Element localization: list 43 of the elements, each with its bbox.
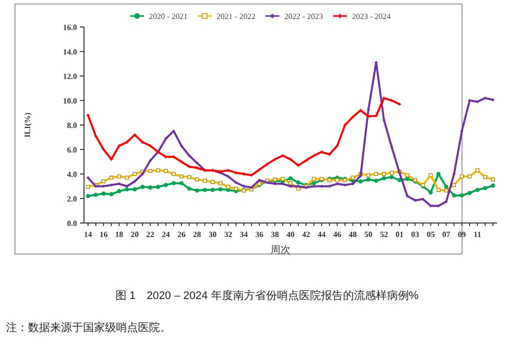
x-tick-label: 50 — [364, 230, 372, 239]
y-tick-label: 0.0 — [67, 219, 77, 228]
legend-label: 2022 - 2023 — [284, 12, 324, 21]
x-tick-label: 01 — [396, 230, 404, 239]
y-tick-label: 4.0 — [67, 170, 77, 179]
x-tick-label: 24 — [162, 230, 170, 239]
y-tick-label: 2.0 — [67, 194, 77, 204]
x-tick-label: 18 — [115, 230, 124, 239]
x-tick-label: 16 — [100, 230, 108, 239]
x-tick-label: 34 — [240, 230, 248, 239]
y-tick-label: 16.0 — [63, 23, 77, 32]
x-tick-label: 26 — [177, 230, 186, 239]
y-axis-title: ILI(%) — [23, 112, 32, 138]
x-tick-label: 42 — [302, 230, 310, 239]
x-tick-label: 30 — [208, 230, 217, 239]
x-tick-label: 52 — [380, 230, 388, 239]
x-tick-label: 44 — [318, 230, 326, 239]
x-tick-label: 05 — [426, 230, 435, 239]
x-tick-label: 11 — [474, 230, 482, 239]
x-tick-label: 40 — [286, 230, 294, 239]
x-tick-label: 46 — [333, 230, 342, 239]
x-tick-label: 07 — [442, 230, 450, 239]
legend-label: 2020 - 2021 — [149, 12, 188, 21]
y-tick-label: 12.0 — [63, 72, 77, 81]
x-tick-label: 03 — [411, 230, 420, 239]
text: 注：数据来源于国家级哨点医院。 — [6, 321, 171, 334]
y-tick-label: 14.0 — [63, 48, 77, 56]
y-tick-label: 10.0 — [63, 96, 77, 106]
x-tick-label: 09 — [458, 230, 466, 239]
x-tick-label: 38 — [270, 230, 279, 239]
legend-label: 2021 - 2022 — [216, 12, 256, 21]
x-tick-label: 20 — [130, 230, 139, 239]
x-tick-label: 32 — [224, 230, 232, 239]
y-tick-label: 8.0 — [67, 121, 77, 130]
x-tick-label: 22 — [146, 230, 154, 239]
x-tick-label: 14 — [84, 230, 92, 239]
y-tick-label: 6.0 — [67, 146, 77, 154]
text: 图 1 2020 – 2024 年度南方省份哨点医院报告的流感样病例% — [115, 289, 419, 302]
legend-label: 2023 - 2024 — [352, 12, 391, 21]
x-axis-title: 周次 — [270, 245, 290, 256]
x-tick-label: 48 — [348, 230, 357, 239]
x-tick-label: 28 — [193, 230, 202, 239]
x-tick-label: 36 — [255, 230, 264, 239]
